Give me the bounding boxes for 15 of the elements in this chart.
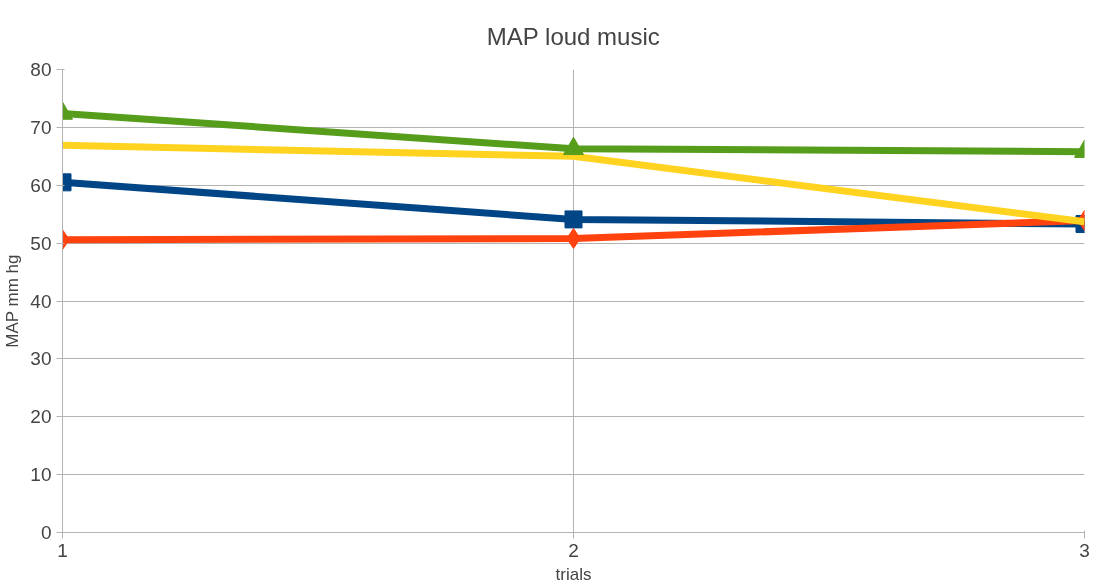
x-tick-label: 3: [1079, 539, 1090, 561]
y-tick-label: 60: [30, 174, 52, 196]
chart-title: MAP loud music: [486, 22, 660, 50]
y-tick-label: 70: [30, 116, 52, 138]
y-tick-label: 0: [40, 522, 52, 543]
y-tick-label: 40: [30, 290, 52, 312]
y-tick-label: 50: [30, 232, 52, 254]
y-tick-label: 10: [30, 464, 52, 486]
y-tick-label: 30: [30, 348, 52, 370]
y-tick-label: 20: [30, 406, 52, 428]
x-axis-title: trials: [555, 564, 592, 584]
x-tick-label: 2: [568, 539, 579, 561]
y-axis-title: MAP mm hg: [3, 254, 23, 348]
y-tick-label: 80: [30, 59, 52, 80]
x-tick-label: 1: [57, 539, 68, 561]
